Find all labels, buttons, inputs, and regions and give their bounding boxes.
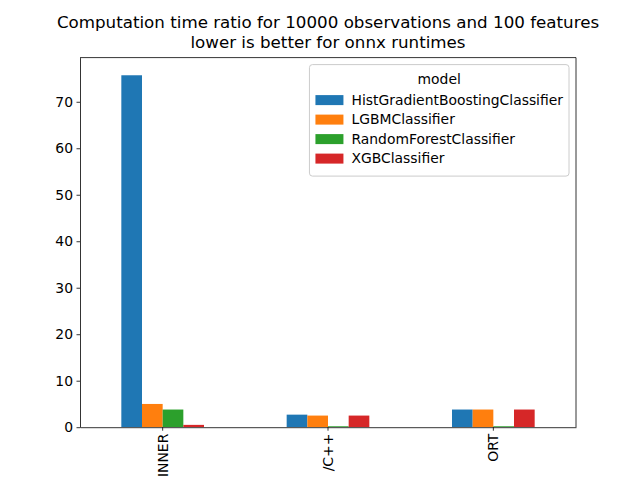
bar	[142, 404, 163, 427]
x-tick-label: INNER	[155, 433, 171, 477]
y-axis-line	[80, 58, 81, 428]
y-tick: 30	[55, 280, 80, 296]
bar	[121, 75, 142, 427]
y-tick-label: 0	[64, 419, 73, 435]
x-tick-label: ORT	[485, 433, 501, 462]
y-tick: 10	[55, 373, 80, 389]
x-tick-mark	[328, 427, 329, 431]
legend-label: HistGradientBoostingClassifier	[351, 92, 563, 108]
y-tick-label: 10	[55, 373, 73, 389]
y-tick-mark	[77, 381, 81, 382]
x-tick-mark	[493, 427, 494, 431]
y-tick-label: 30	[55, 280, 73, 296]
y-axis: 0 10 20 30 40 50 60 70	[55, 58, 80, 435]
y-tick-mark	[77, 288, 81, 289]
y-tick-label: 50	[55, 187, 73, 203]
y-tick-label: 70	[55, 94, 73, 110]
x-tick-label: /C++	[320, 434, 336, 472]
y-tick-mark	[77, 334, 81, 335]
y-tick: 20	[55, 326, 80, 342]
subtitle: lower is better for onnx runtimes	[190, 32, 465, 52]
legend-label: LGBMClassifier	[351, 112, 455, 128]
bar	[183, 425, 204, 427]
bar	[473, 410, 494, 428]
bar	[493, 426, 514, 427]
frame-right	[576, 58, 577, 428]
y-tick-label: 40	[55, 233, 73, 249]
y-tick: 70	[55, 94, 80, 110]
frame-top	[80, 57, 576, 58]
y-tick-mark	[77, 148, 81, 149]
y-tick-label: 20	[55, 326, 73, 342]
y-tick-mark	[77, 102, 81, 103]
legend-swatch	[315, 95, 343, 105]
x-tick: INNER	[155, 427, 171, 477]
title: Computation time ratio for 10000 observa…	[57, 12, 599, 32]
y-tick: 50	[55, 187, 80, 203]
bar	[514, 410, 535, 428]
bar	[328, 426, 349, 427]
y-tick-mark	[77, 241, 81, 242]
bar	[307, 416, 328, 428]
bar	[163, 410, 184, 428]
chart: 0 10 20 30 40 50 60 70 INNER/C++ ORT Computation t…	[0, 0, 640, 480]
y-tick: 0	[64, 419, 80, 435]
y-tick: 40	[55, 233, 80, 249]
y-tick: 60	[55, 140, 80, 156]
legend-swatch	[315, 134, 343, 144]
legend-swatch	[315, 154, 343, 164]
x-axis-line	[81, 427, 577, 428]
legend-swatch	[315, 115, 343, 125]
y-tick-mark	[77, 195, 81, 196]
legend-box	[309, 65, 569, 177]
x-tick: /C++	[320, 427, 336, 471]
y-tick-mark	[77, 427, 81, 428]
legend-label: XGBClassifier	[351, 151, 444, 167]
y-tick-label: 60	[55, 140, 73, 156]
x-tick-mark	[162, 427, 163, 431]
legend-title: model	[418, 72, 461, 88]
bar	[452, 410, 473, 428]
legend: model HistGradientBoostingClassifier LGBMC…	[309, 65, 569, 177]
x-tick: ORT	[485, 427, 501, 462]
bar	[287, 415, 308, 428]
bar	[349, 416, 370, 428]
legend-label: RandomForestClassifier	[351, 131, 515, 147]
x-axis: INNER/C++ ORT	[81, 427, 577, 477]
